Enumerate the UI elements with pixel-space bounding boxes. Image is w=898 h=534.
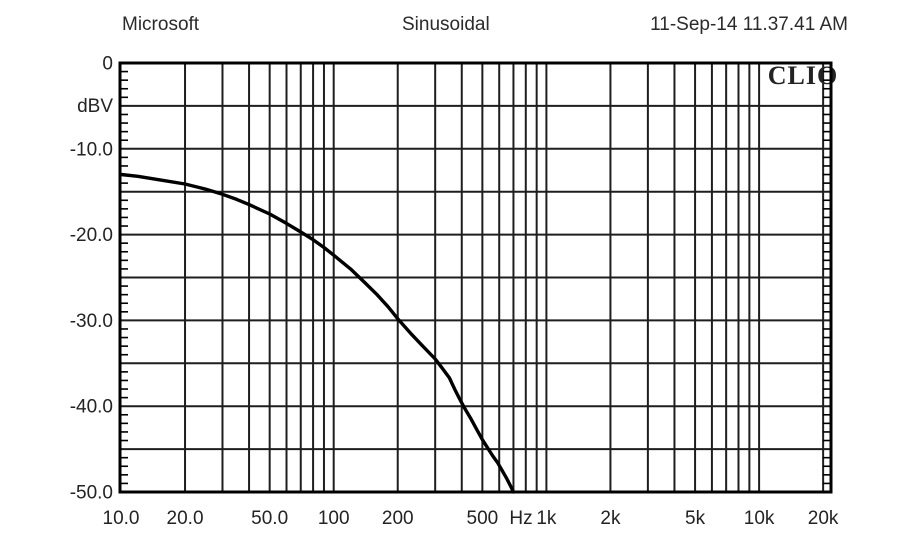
header-company-label: Microsoft — [122, 14, 200, 35]
x-tick-label: 100 — [318, 508, 350, 529]
x-tick-label: 200 — [382, 508, 414, 529]
grid-lines — [120, 63, 831, 492]
clio-logo: CLIO — [768, 61, 838, 90]
x-tick-label: 500 — [467, 508, 499, 529]
y-axis-unit-label: dBV — [77, 96, 113, 117]
x-tick-label: 5k — [685, 508, 706, 529]
header-timestamp-label: 11-Sep-14 11.37.41 AM — [650, 14, 848, 35]
x-axis-unit-label: Hz — [509, 508, 532, 529]
y-tick-label: -10.0 — [70, 139, 113, 160]
x-tick-label: 20k — [808, 508, 839, 529]
y-axis-labels: 0 -10.0 -20.0 -30.0 -40.0 -50.0 dBV — [70, 54, 114, 504]
header-measurement-type-label: Sinusoidal — [402, 14, 490, 35]
y-tick-label: -30.0 — [70, 311, 113, 332]
y-tick-label: -40.0 — [70, 397, 113, 418]
response-curve — [119, 172, 516, 494]
x-tick-label: 50.0 — [251, 508, 288, 529]
y-tick-label: -20.0 — [70, 225, 113, 246]
y-tick-label: -50.0 — [70, 483, 113, 504]
x-tick-label: 1k — [536, 508, 557, 529]
y-minor-ticks — [121, 70, 830, 485]
x-tick-label: 20.0 — [167, 508, 204, 529]
x-axis-labels: 10.0 20.0 50.0 100 200 500 1k 2k 5k 10k 20k Hz — [103, 508, 839, 529]
plot-border — [118, 61, 833, 494]
x-tick-label: 2k — [600, 508, 621, 529]
x-tick-label: 10k — [744, 508, 775, 529]
y-tick-label: 0 — [102, 54, 113, 75]
x-tick-label: 10.0 — [103, 508, 140, 529]
